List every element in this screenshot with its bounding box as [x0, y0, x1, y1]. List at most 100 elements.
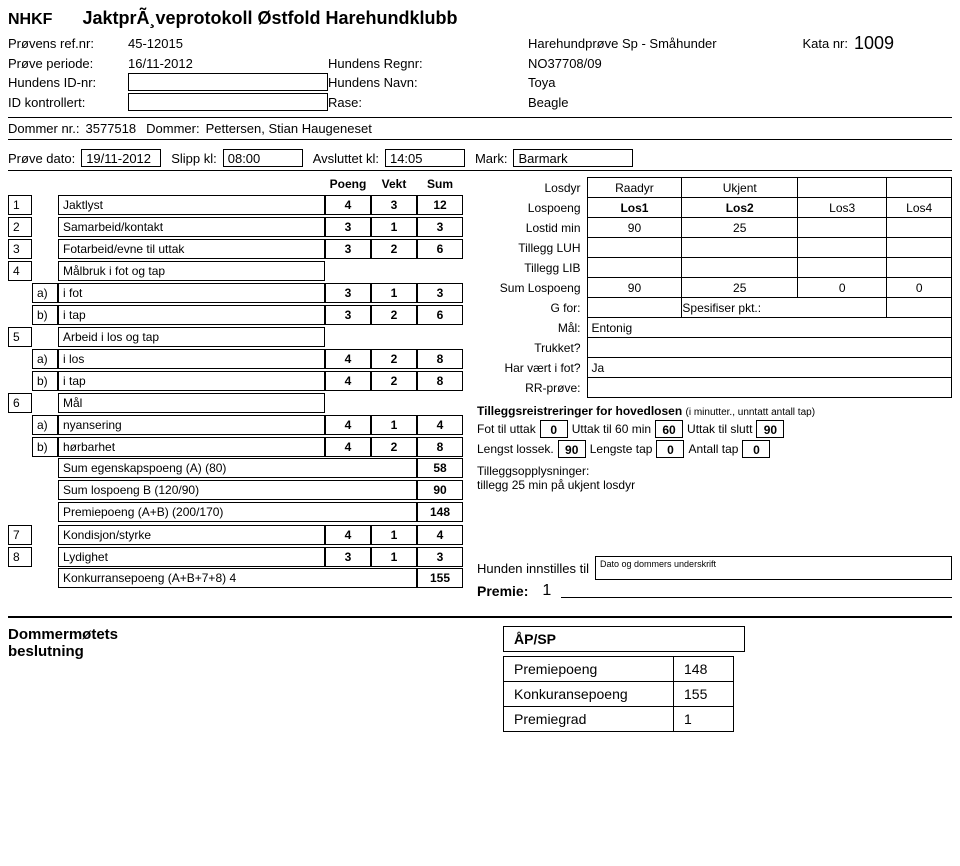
row-sub: a)	[32, 283, 58, 303]
ukjent: Ukjent	[682, 178, 798, 198]
mark-value[interactable]: Barmark	[513, 149, 633, 167]
prove-type: Harehundprøve Sp - Småhunder	[528, 36, 748, 51]
r7-s: 4	[417, 525, 463, 545]
row-s: 3	[417, 283, 463, 303]
konk-label: Konkurransepoeng (A+B+7+8) 4	[58, 568, 417, 588]
lengstetap-value: 0	[656, 440, 684, 458]
hdr-vekt: Vekt	[371, 177, 417, 193]
result-label: Premiepoeng	[504, 657, 674, 682]
r8-s: 3	[417, 547, 463, 567]
kata-label: Kata nr:	[748, 36, 848, 51]
result-row: Konkuransepoeng155	[504, 682, 734, 707]
tillegg-subtitle: (i minutter., unntatt antall tap)	[686, 407, 816, 418]
sum1: 90	[587, 278, 682, 298]
fot-value: 0	[540, 420, 568, 438]
idnr-box[interactable]	[128, 73, 328, 91]
uslutt-value: 90	[756, 420, 784, 438]
sum2: 25	[682, 278, 798, 298]
header-grid: Prøvens ref.nr: 45-12015 Harehundprøve S…	[8, 33, 952, 111]
title-row: NHKF JaktprÃ¸veprotokoll Østfold Harehun…	[8, 8, 952, 29]
antall-value: 0	[742, 440, 770, 458]
mark-label: Mark:	[475, 151, 508, 166]
premie-label: Premie:	[477, 583, 528, 599]
score-row: b)i tap428	[8, 369, 463, 391]
los3: Los3	[798, 198, 887, 218]
tillegg-title-text: Tilleggsreistreringer for hovedlosen	[477, 404, 682, 418]
premie-label: Premiepoeng (A+B) (200/170)	[58, 502, 417, 522]
dommer-row: Dommer nr.: 3577518 Dommer: Pettersen, S…	[8, 117, 952, 140]
row-v: 2	[371, 349, 417, 369]
row-num: 6	[8, 393, 32, 413]
row-label: nyansering	[58, 415, 325, 435]
row-label: i tap	[58, 305, 325, 325]
score-row: b)i tap326	[8, 303, 463, 325]
lostid2: 25	[682, 218, 798, 238]
row-p: 4	[325, 437, 371, 457]
signature-line	[561, 584, 952, 598]
opplysninger: Tilleggsopplysninger: tillegg 25 min på …	[477, 464, 952, 492]
row-sub: b)	[32, 437, 58, 457]
row-s: 8	[417, 349, 463, 369]
row-label: Mål	[58, 393, 325, 413]
score-section: Poeng Vekt Sum 1Jaktlyst43122Samarbeid/k…	[8, 177, 463, 600]
r7-v: 1	[371, 525, 417, 545]
row-s: 6	[417, 239, 463, 259]
navn-value: Toya	[528, 75, 748, 90]
row-p: 3	[325, 305, 371, 325]
idkontroll-label: ID kontrollert:	[8, 95, 128, 110]
row-num: 1	[8, 195, 32, 215]
rr-label: RR-prøve:	[477, 378, 587, 398]
slipp-label: Slipp kl:	[171, 151, 217, 166]
dommermote-label: Dommermøtets beslutning	[8, 626, 463, 732]
row-s: 6	[417, 305, 463, 325]
konk-value: 155	[417, 568, 463, 588]
tillegg-row-1: Fot til uttak 0 Uttak til 60 min 60 Utta…	[477, 420, 952, 438]
kata-nr: 1009	[848, 33, 928, 54]
row-p: 4	[325, 371, 371, 391]
premie-row: Premie: 1	[477, 582, 952, 600]
score-row: 1Jaktlyst4312	[8, 193, 463, 215]
row-s: 12	[417, 195, 463, 215]
lengst-value: 90	[558, 440, 586, 458]
r8-v: 1	[371, 547, 417, 567]
mal-label: Mål:	[477, 318, 587, 338]
ref-value: 45-12015	[128, 36, 328, 51]
u60-value: 60	[655, 420, 683, 438]
dommer-label: Dommer:	[146, 121, 199, 136]
suma-value: 58	[417, 458, 463, 478]
row-label: Arbeid i los og tap	[58, 327, 325, 347]
row-v: 2	[371, 371, 417, 391]
avsluttet-value[interactable]: 14:05	[385, 149, 465, 167]
dommernr-value: 3577518	[86, 121, 137, 136]
sumb-value: 90	[417, 480, 463, 500]
sumb-label: Sum lospoeng B (120/90)	[58, 480, 417, 500]
u60-label: Uttak til 60 min	[572, 422, 651, 436]
row-sub: a)	[32, 349, 58, 369]
row-num: 2	[8, 217, 32, 237]
r7-label: Kondisjon/styrke	[58, 525, 325, 545]
antall-label: Antall tap	[688, 442, 738, 456]
score-table: Poeng Vekt Sum 1Jaktlyst43122Samarbeid/k…	[8, 177, 463, 589]
provedato-value[interactable]: 19/11-2012	[81, 149, 161, 167]
los1: Los1	[587, 198, 682, 218]
row-v: 1	[371, 217, 417, 237]
row-label: Målbruk i fot og tap	[58, 261, 325, 281]
los4: Los4	[887, 198, 952, 218]
periode-label: Prøve periode:	[8, 56, 128, 71]
row-v: 2	[371, 305, 417, 325]
uslutt-label: Uttak til slutt	[687, 422, 752, 436]
row-label: hørbarhet	[58, 437, 325, 457]
signature-box[interactable]: Dato og dommers underskrift	[595, 556, 952, 580]
harvart-label: Har vært i fot?	[477, 358, 587, 378]
ref-label: Prøvens ref.nr:	[8, 36, 128, 51]
result-value: 1	[674, 707, 734, 732]
raadyr: Raadyr	[587, 178, 682, 198]
row-v: 1	[371, 283, 417, 303]
result-label: Premiegrad	[504, 707, 674, 732]
rr-value	[587, 378, 952, 398]
slipp-value[interactable]: 08:00	[223, 149, 303, 167]
org-code: NHKF	[8, 11, 52, 29]
result-value: 155	[674, 682, 734, 707]
idkontroll-box[interactable]	[128, 93, 328, 111]
row-label: Samarbeid/kontakt	[58, 217, 325, 237]
